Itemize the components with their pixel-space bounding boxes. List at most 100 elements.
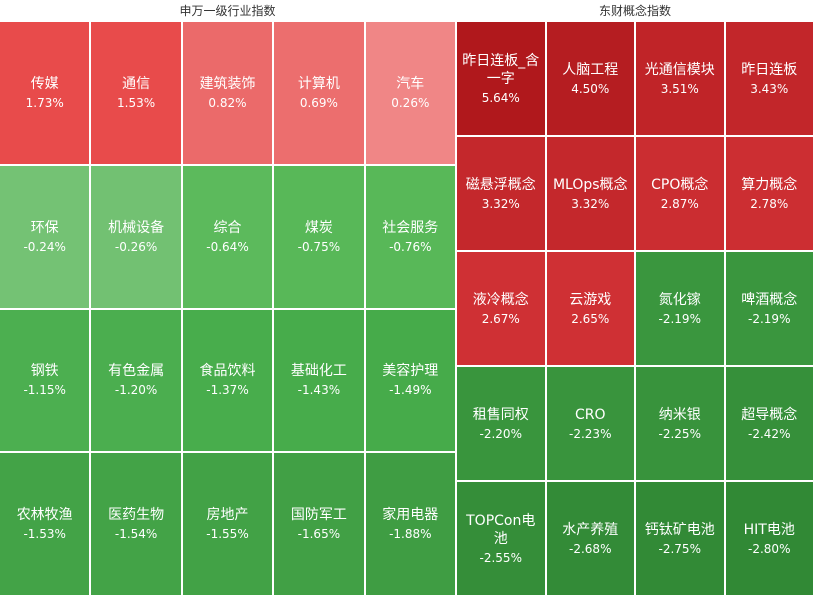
treemap-tile[interactable]: 国防军工 -1.65% <box>274 453 364 595</box>
tile-name: HIT电池 <box>743 521 795 538</box>
sw-industry-treemap: 传媒 1.73% 通信 1.53% 建筑装饰 0.82% 计算机 0.69% 汽车 0.26% 环保… <box>0 22 455 595</box>
tile-name: 汽车 <box>396 75 425 92</box>
tile-change-percent: 0.26% <box>391 95 430 110</box>
tile-name: TOPCon电池 <box>466 512 536 547</box>
treemap-tile[interactable]: 啤酒概念 -2.19% <box>725 252 813 365</box>
tile-name: 钢铁 <box>30 363 59 380</box>
treemap-tile[interactable]: MLOps概念 3.32% <box>546 137 634 250</box>
tile-change-percent: -1.43% <box>297 383 341 398</box>
tile-name: 光通信模块 <box>644 61 715 78</box>
tile-name: 农林牧渔 <box>16 507 73 524</box>
treemap-tile[interactable]: 食品饮料 -1.37% <box>182 309 273 452</box>
tile-change-percent: -0.26% <box>114 239 158 254</box>
treemap-tile[interactable]: 基础化工 -1.43% <box>274 309 364 452</box>
tile-change-percent: 2.87% <box>660 196 699 211</box>
treemap-tile[interactable]: 昨日连板_含一字 5.64% <box>457 22 545 135</box>
treemap-tile[interactable]: 机械设备 -0.26% <box>91 165 181 308</box>
tile-change-percent: -0.24% <box>23 239 66 254</box>
tile-change-percent: 3.32% <box>481 196 520 211</box>
tile-change-percent: -2.23% <box>569 426 612 441</box>
tile-name: 算力概念 <box>741 176 798 193</box>
treemap-tile[interactable]: 建筑装饰 0.82% <box>182 22 273 164</box>
tile-name: 昨日连板_含一字 <box>462 52 540 87</box>
tile-name: 医药生物 <box>108 507 165 524</box>
tile-change-percent: 3.51% <box>660 81 699 96</box>
tile-name: 美容护理 <box>382 363 439 380</box>
treemap-tile[interactable]: CRO -2.23% <box>546 367 634 480</box>
tile-change-percent: -2.80% <box>748 541 791 556</box>
treemap-tile[interactable]: 医药生物 -1.54% <box>91 453 181 595</box>
tile-name: 氮化镓 <box>658 291 701 308</box>
treemap-tile[interactable]: 算力概念 2.78% <box>725 137 813 250</box>
tile-name: MLOps概念 <box>552 176 628 193</box>
treemap-tile[interactable]: 氮化镓 -2.19% <box>636 252 724 365</box>
treemap-tile[interactable]: 通信 1.53% <box>91 22 181 164</box>
tile-name: 钙钛矿电池 <box>644 521 715 538</box>
tile-change-percent: 2.67% <box>481 311 520 326</box>
treemap-tile[interactable]: 人脑工程 4.50% <box>546 22 634 135</box>
tile-name: 云游戏 <box>569 291 612 308</box>
treemap-tile[interactable]: 昨日连板 3.43% <box>725 22 813 135</box>
tile-name: 啤酒概念 <box>741 291 798 308</box>
treemap-tile[interactable]: 液冷概念 2.67% <box>457 252 545 365</box>
tile-change-percent: -1.37% <box>206 383 249 398</box>
tile-name: 超导概念 <box>741 406 798 423</box>
treemap-tile[interactable]: 家用电器 -1.88% <box>365 453 455 595</box>
treemap-tile[interactable]: 环保 -0.24% <box>0 165 90 308</box>
tile-change-percent: 3.32% <box>571 196 610 211</box>
concept-panel: 东财概念指数 昨日连板_含一字 5.64% 人脑工程 4.50% 光通信模块 3.51% 昨… <box>457 0 813 595</box>
tile-name: CRO <box>574 406 606 423</box>
tile-name: 食品饮料 <box>199 363 256 380</box>
tile-change-percent: -2.75% <box>658 541 701 556</box>
treemap-tile[interactable]: 农林牧渔 -1.53% <box>0 453 90 595</box>
tile-name: 机械设备 <box>108 219 165 236</box>
tile-change-percent: -0.64% <box>206 239 249 254</box>
treemap-tile[interactable]: 美容护理 -1.49% <box>365 309 455 452</box>
treemap-tile[interactable]: TOPCon电池 -2.55% <box>457 482 545 595</box>
tile-change-percent: -2.19% <box>748 311 791 326</box>
tile-change-percent: -0.76% <box>389 239 432 254</box>
tile-change-percent: 1.53% <box>117 95 156 110</box>
treemap-tile[interactable]: 钙钛矿电池 -2.75% <box>636 482 724 595</box>
treemap-tile[interactable]: 纳米银 -2.25% <box>636 367 724 480</box>
treemap-tile[interactable]: 社会服务 -0.76% <box>365 165 455 308</box>
tile-name: 环保 <box>30 219 59 236</box>
treemap-tile[interactable]: 传媒 1.73% <box>0 22 90 164</box>
tile-name: 房地产 <box>206 507 249 524</box>
tile-change-percent: -1.88% <box>389 527 432 542</box>
treemap-tile[interactable]: 租售同权 -2.20% <box>457 367 545 480</box>
treemap-tile[interactable]: 云游戏 2.65% <box>546 252 634 365</box>
tile-name: 液冷概念 <box>472 291 529 308</box>
tile-name: 纳米银 <box>658 406 701 423</box>
treemap-tile[interactable]: 房地产 -1.55% <box>182 453 273 595</box>
tile-change-percent: 4.50% <box>571 81 610 96</box>
tile-change-percent: -1.15% <box>23 383 66 398</box>
tile-change-percent: -1.49% <box>389 383 432 398</box>
panel-title: 申万一级行业指数 <box>0 0 455 22</box>
treemap-tile[interactable]: 钢铁 -1.15% <box>0 309 90 452</box>
treemap-tile[interactable]: 光通信模块 3.51% <box>636 22 724 135</box>
treemap-tile[interactable]: 超导概念 -2.42% <box>725 367 813 480</box>
tile-name: 基础化工 <box>290 363 347 380</box>
tile-name: 昨日连板 <box>741 61 798 78</box>
treemap-tile[interactable]: HIT电池 -2.80% <box>725 482 813 595</box>
tile-change-percent: -2.68% <box>569 541 612 556</box>
treemap-tile[interactable]: 计算机 0.69% <box>274 22 364 164</box>
tile-name: 国防军工 <box>290 507 347 524</box>
tile-change-percent: 2.78% <box>750 196 789 211</box>
tile-name: 传媒 <box>30 75 59 92</box>
tile-name: 有色金属 <box>108 363 165 380</box>
treemap-tile[interactable]: 综合 -0.64% <box>182 165 273 308</box>
tile-change-percent: -2.25% <box>658 426 701 441</box>
treemap-tile[interactable]: 煤炭 -0.75% <box>274 165 364 308</box>
tile-change-percent: 2.65% <box>571 311 610 326</box>
treemap-tile[interactable]: 磁悬浮概念 3.32% <box>457 137 545 250</box>
tile-change-percent: 0.69% <box>299 95 338 110</box>
tile-change-percent: 1.73% <box>25 95 64 110</box>
concept-treemap: 昨日连板_含一字 5.64% 人脑工程 4.50% 光通信模块 3.51% 昨日连板 3.43… <box>457 22 813 595</box>
tile-name: 综合 <box>213 219 242 236</box>
treemap-tile[interactable]: 有色金属 -1.20% <box>91 309 181 452</box>
treemap-tile[interactable]: 水产养殖 -2.68% <box>546 482 634 595</box>
treemap-tile[interactable]: CPO概念 2.87% <box>636 137 724 250</box>
treemap-tile[interactable]: 汽车 0.26% <box>365 22 455 164</box>
